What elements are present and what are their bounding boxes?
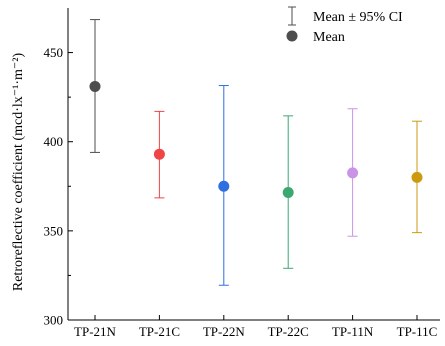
x-tick-label: TP-21N <box>74 324 117 339</box>
mean-point <box>89 80 101 92</box>
x-tick-label: TP-22C <box>268 324 309 339</box>
error-bars <box>90 19 422 286</box>
x-tick-label: TP-11C <box>397 324 438 339</box>
x-axis: TP-21N TP-21C TP-22N TP-22C TP-11N TP-11C <box>74 315 437 339</box>
mean-point <box>218 180 230 192</box>
y-tick-label: 300 <box>44 313 64 328</box>
mean-point <box>347 167 359 179</box>
x-tick-label: TP-22N <box>203 324 246 339</box>
points <box>89 80 423 199</box>
mean-point <box>153 148 165 160</box>
legend-label-mean: Mean <box>313 30 345 45</box>
legend: Mean ± 95% CI Mean <box>286 6 403 45</box>
x-tick-label: TP-11N <box>332 324 374 339</box>
legend-item-mean: Mean <box>286 30 345 45</box>
y-axis: 300 350 400 450 <box>44 45 73 328</box>
legend-dot-icon <box>286 30 298 42</box>
y-tick-label: 350 <box>44 223 64 238</box>
legend-label-ci: Mean ± 95% CI <box>313 10 403 25</box>
mean-point <box>282 187 294 199</box>
y-axis-title: Retroreflective coefficient (mcd·lx⁻¹·m⁻… <box>11 53 26 292</box>
x-tick-label: TP-21C <box>139 324 180 339</box>
y-tick-label: 450 <box>44 45 64 60</box>
mean-point <box>411 171 423 183</box>
y-tick-label: 400 <box>44 134 64 149</box>
plot-frame <box>67 8 440 321</box>
legend-item-ci: Mean ± 95% CI <box>288 6 403 26</box>
